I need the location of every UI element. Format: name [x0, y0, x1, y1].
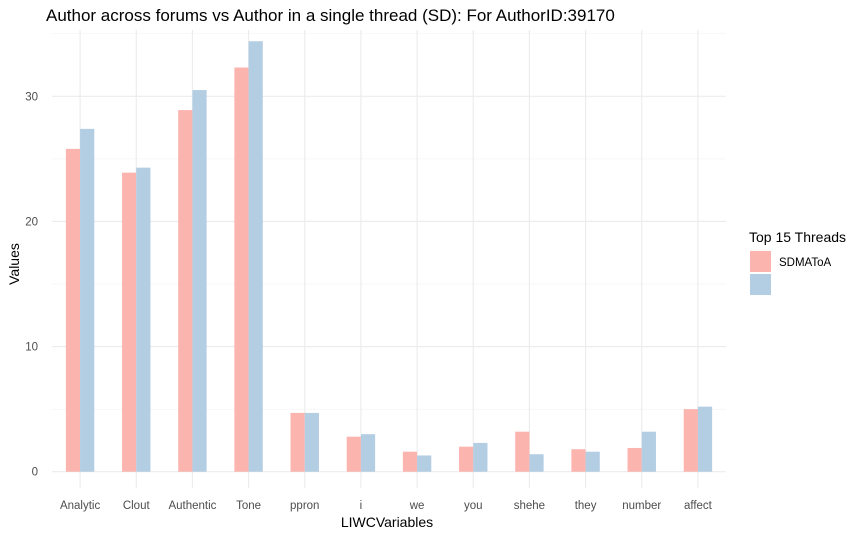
- x-tick-label: they: [575, 500, 597, 512]
- x-tick-label: ppron: [290, 500, 319, 512]
- bar-we-series-2: [417, 455, 432, 472]
- x-axis-title: LIWCVariables: [341, 514, 433, 530]
- y-tick-label: 0: [32, 467, 38, 479]
- bar-i-series-1: [346, 436, 361, 472]
- bar-clout-series-2: [136, 167, 151, 472]
- bar-they-series-1: [571, 449, 586, 472]
- bar-number-series-1: [627, 447, 642, 472]
- y-tick-label: 30: [25, 91, 38, 103]
- y-axis-ticks: 0 10 20 30: [25, 91, 38, 478]
- x-tick-label: Tone: [236, 500, 261, 512]
- x-tick-label: number: [622, 500, 661, 512]
- legend-label: SDMAToA: [779, 257, 832, 269]
- legend-key-series-2: [750, 274, 771, 295]
- bar-you-series-2: [473, 442, 488, 472]
- bar-ppron-series-1: [290, 412, 305, 472]
- x-tick-label: you: [464, 500, 483, 512]
- grid-lines: [52, 30, 726, 488]
- bar-tone-series-1: [234, 67, 249, 472]
- bar-you-series-1: [459, 446, 474, 472]
- bar-shehe-series-2: [529, 454, 544, 472]
- x-tick-label: Analytic: [60, 500, 101, 512]
- bar-authentic-series-1: [178, 110, 193, 472]
- bar-number-series-2: [641, 431, 656, 472]
- x-tick-label: we: [409, 500, 425, 512]
- x-tick-label: Clout: [123, 500, 151, 512]
- legend: Top 15 Threads SDMAToA: [749, 229, 846, 295]
- y-axis-title: Values: [6, 243, 22, 285]
- bar-clout-series-1: [122, 172, 137, 472]
- bar-affect-series-2: [697, 406, 713, 472]
- bar-authentic-series-2: [192, 90, 207, 472]
- y-tick-label: 20: [25, 216, 38, 228]
- bar-we-series-1: [402, 451, 418, 472]
- legend-title: Top 15 Threads: [749, 229, 846, 245]
- bar-ppron-series-2: [304, 412, 319, 472]
- legend-key-series-1: [750, 251, 771, 272]
- x-tick-label: Authentic: [168, 500, 216, 512]
- bar-shehe-series-1: [515, 431, 530, 472]
- x-tick-label: i: [360, 500, 363, 512]
- x-axis-ticks: Analytic Clout Authentic Tone ppron i we you she…: [60, 500, 713, 512]
- bar-analytic-series-2: [80, 128, 95, 472]
- bar-tone-series-2: [248, 41, 263, 472]
- x-tick-label: affect: [684, 500, 713, 512]
- bars: [65, 41, 713, 472]
- bar-i-series-2: [360, 434, 376, 472]
- bar-affect-series-1: [683, 409, 698, 472]
- bar-they-series-2: [585, 451, 600, 472]
- chart-title: Author across forums vs Author in a sing…: [46, 6, 615, 25]
- x-tick-label: shehe: [514, 500, 545, 512]
- bar-analytic-series-1: [65, 148, 81, 472]
- y-tick-label: 10: [25, 342, 38, 354]
